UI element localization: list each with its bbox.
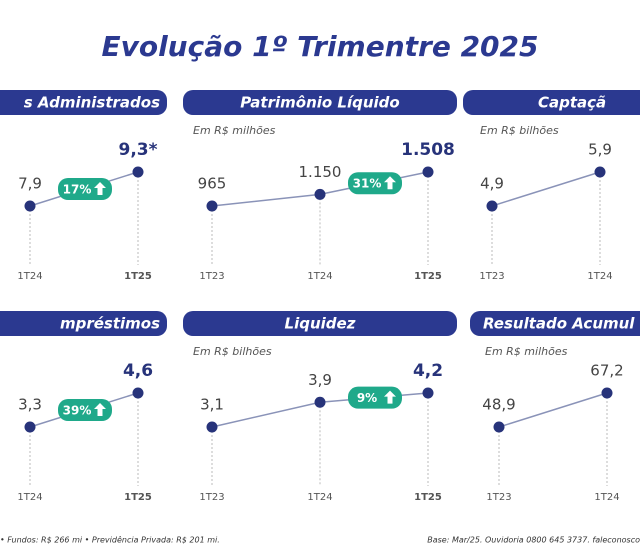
panel-header xyxy=(0,90,167,115)
value-label: 7,9 xyxy=(18,175,42,193)
panel-subtitle: Em R$ milhões xyxy=(193,124,276,137)
category-label: 1T24 xyxy=(594,492,619,503)
data-point xyxy=(206,200,218,212)
up-arrow xyxy=(384,176,396,190)
value-label: 5,9 xyxy=(588,141,612,159)
change-label: 31% xyxy=(353,177,382,191)
panel-header xyxy=(183,90,457,115)
series-line xyxy=(498,392,608,428)
panel-subtitle: Em R$ milhões xyxy=(485,345,568,358)
value-label: 48,9 xyxy=(482,396,515,414)
up-arrow xyxy=(94,403,106,416)
data-point xyxy=(24,421,36,433)
data-point xyxy=(486,200,498,212)
value-label: 1.508 xyxy=(401,140,455,160)
change-label: 9% xyxy=(357,391,377,405)
panel-header xyxy=(183,311,457,336)
panel-header xyxy=(463,90,640,115)
category-label: 1T23 xyxy=(199,271,224,282)
value-label: 3,1 xyxy=(200,396,224,414)
panel-title: Liquidez xyxy=(285,315,356,333)
panel-subtitle: Em R$ bilhões xyxy=(480,124,559,137)
data-point xyxy=(24,200,36,212)
footnote: • Fundos: R$ 266 mi • Previdência Privad… xyxy=(0,535,220,545)
panel-header xyxy=(0,311,167,336)
change-label: 39% xyxy=(63,404,92,418)
data-point xyxy=(493,421,505,433)
data-point xyxy=(206,421,218,433)
category-label: 1T24 xyxy=(307,492,332,503)
up-arrow xyxy=(94,182,106,195)
panel-title: mpréstimos xyxy=(60,315,160,333)
footnote: Base: Mar/25. Ouvidoria 0800 645 3737. f… xyxy=(427,536,640,545)
value-label: 67,2 xyxy=(590,362,623,380)
up-arrow xyxy=(384,390,396,404)
category-label: 1T25 xyxy=(124,271,152,282)
data-point xyxy=(314,396,326,408)
category-label: 1T24 xyxy=(587,271,612,282)
data-point xyxy=(422,166,434,178)
value-label: 9,3* xyxy=(118,140,157,160)
page-title: Evolução 1º Trimentre 2025 xyxy=(101,30,538,63)
category-label: 1T23 xyxy=(486,492,511,503)
value-label: 4,2 xyxy=(413,361,443,381)
category-label: 1T24 xyxy=(17,492,42,503)
category-label: 1T24 xyxy=(17,271,42,282)
data-point xyxy=(601,387,613,399)
change-label: 17% xyxy=(63,183,92,197)
category-label: 1T23 xyxy=(199,492,224,503)
category-label: 1T23 xyxy=(479,271,504,282)
value-label: 1.150 xyxy=(299,163,342,181)
panel-title: Resultado Acumul xyxy=(483,315,635,333)
panel-title: Patrimônio Líquido xyxy=(240,94,399,112)
category-label: 1T25 xyxy=(414,492,442,503)
category-label: 1T24 xyxy=(307,271,332,282)
category-label: 1T25 xyxy=(124,492,152,503)
value-label: 4,6 xyxy=(123,361,153,381)
data-point xyxy=(132,387,144,399)
panel-title: s Administrados xyxy=(24,94,160,112)
value-label: 3,9 xyxy=(308,371,332,389)
panel-header xyxy=(470,311,640,336)
value-label: 4,9 xyxy=(480,175,504,193)
series-line xyxy=(491,171,601,207)
value-label: 965 xyxy=(198,175,227,193)
panel-title: Captaçã xyxy=(538,94,606,112)
panel-subtitle: Em R$ bilhões xyxy=(193,345,272,358)
category-label: 1T25 xyxy=(414,271,442,282)
data-point xyxy=(314,188,326,200)
data-point xyxy=(132,166,144,178)
value-label: 3,3 xyxy=(18,396,42,414)
data-point xyxy=(594,166,606,178)
data-point xyxy=(422,387,434,399)
